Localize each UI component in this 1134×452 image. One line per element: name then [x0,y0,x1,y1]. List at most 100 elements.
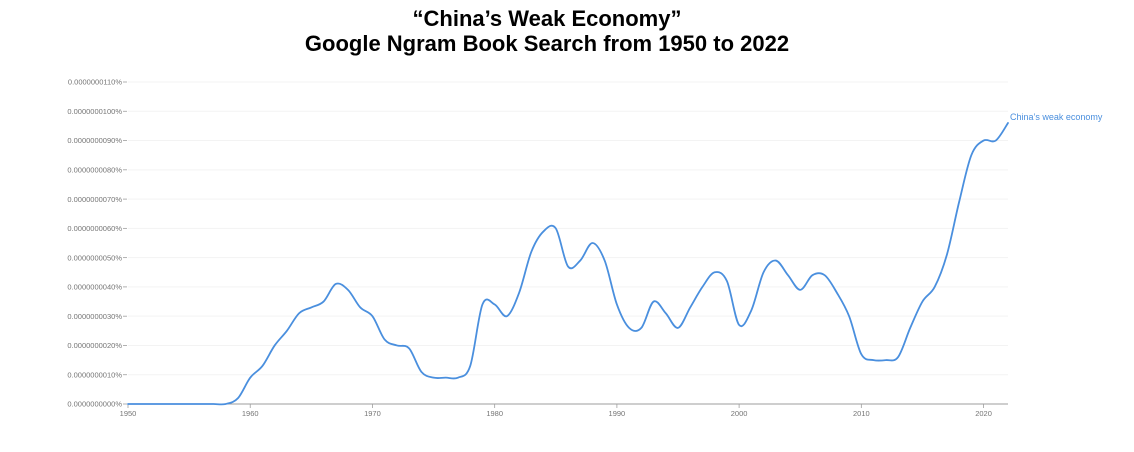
x-tick-label: 1970 [364,409,381,418]
data-point[interactable] [162,401,168,407]
data-point[interactable] [149,401,155,407]
data-point[interactable] [981,138,987,144]
data-point[interactable] [919,299,925,305]
data-point[interactable] [443,375,449,381]
x-tick-label: 1960 [242,409,259,418]
y-tick-label: 0.0000000100% [67,107,122,116]
x-tick-label: 1980 [486,409,503,418]
data-point[interactable] [528,249,534,255]
data-point[interactable] [333,281,339,287]
data-point[interactable] [883,357,889,363]
data-point[interactable] [822,272,828,278]
data-point[interactable] [687,304,693,310]
data-point[interactable] [467,363,473,369]
y-tick-label: 0.0000000050% [67,253,122,262]
data-point[interactable] [369,313,375,319]
series-layer: China’s weak economy [125,112,1103,407]
data-point[interactable] [259,363,265,369]
data-point[interactable] [137,401,143,407]
data-point[interactable] [479,301,485,307]
y-tick-label: 0.0000000010% [67,370,122,379]
data-point[interactable] [602,258,608,264]
data-point[interactable] [809,272,815,278]
data-point[interactable] [968,152,974,158]
y-tick-label: 0.0000000030% [67,312,122,321]
data-point[interactable] [956,199,962,205]
data-point[interactable] [198,401,204,407]
data-point[interactable] [296,310,302,316]
data-point[interactable] [748,307,754,313]
y-tick-label: 0.0000000070% [67,195,122,204]
data-point[interactable] [638,325,644,331]
data-point[interactable] [736,322,742,328]
data-point[interactable] [614,301,620,307]
data-point[interactable] [211,401,217,407]
data-point[interactable] [541,228,547,234]
data-point[interactable] [455,375,461,381]
axis-layer: 0.0000000000% 0.0000000010% 0.0000000020% 0… [67,78,1008,418]
data-point[interactable] [394,342,400,348]
y-tick-label: 0.0000000000% [67,400,122,409]
series-line[interactable] [127,122,1009,406]
data-point[interactable] [565,263,571,269]
data-point[interactable] [516,290,522,296]
chart-title-block: “China’s Weak Economy” Google Ngram Book… [0,6,1094,56]
y-tick-label: 0.0000000040% [67,283,122,292]
data-point[interactable] [785,272,791,278]
data-point[interactable] [308,304,314,310]
data-point[interactable] [761,269,767,275]
y-tick-label: 0.0000000110% [68,78,122,87]
x-tick-label: 2000 [731,409,748,418]
y-tick-label: 0.0000000090% [67,136,122,145]
data-point[interactable] [858,351,864,357]
x-tick-label: 1950 [120,409,137,418]
x-tick-label: 2010 [853,409,870,418]
data-point[interactable] [492,301,498,307]
data-point[interactable] [504,313,510,319]
data-point[interactable] [797,287,803,293]
x-tick-label: 2020 [975,409,992,418]
data-point[interactable] [675,325,681,331]
data-point[interactable] [773,258,779,264]
chart-subtitle: Google Ngram Book Search from 1950 to 20… [304,31,790,56]
data-point[interactable] [944,252,950,258]
data-point[interactable] [577,258,583,264]
y-tick-label: 0.0000000060% [67,224,122,233]
data-point[interactable] [431,375,437,381]
data-point[interactable] [626,325,632,331]
y-tick-label: 0.0000000020% [67,341,122,350]
x-tick-label: 1990 [609,409,626,418]
data-point[interactable] [724,278,730,284]
data-point[interactable] [846,313,852,319]
data-point[interactable] [907,325,913,331]
data-point[interactable] [651,299,657,305]
data-point[interactable] [345,287,351,293]
data-point[interactable] [418,369,424,375]
data-point[interactable] [321,299,327,305]
data-point[interactable] [235,395,241,401]
data-point[interactable] [663,310,669,316]
data-point[interactable] [553,225,559,231]
data-point[interactable] [699,284,705,290]
data-point[interactable] [589,240,595,246]
data-point[interactable] [834,290,840,296]
data-point[interactable] [174,401,180,407]
grid-layer [128,81,1008,405]
data-point[interactable] [357,304,363,310]
data-point[interactable] [223,401,229,407]
data-point[interactable] [247,375,253,381]
data-point[interactable] [406,345,412,351]
data-point[interactable] [382,337,388,343]
data-point[interactable] [186,401,192,407]
data-point[interactable] [932,284,938,290]
data-point[interactable] [125,401,131,407]
data-point[interactable] [712,269,718,275]
data-point[interactable] [871,357,877,363]
data-point[interactable] [895,354,901,360]
data-point[interactable] [284,328,290,334]
data-point[interactable] [272,342,278,348]
series-label: China’s weak economy [1010,112,1103,122]
data-point[interactable] [993,138,999,144]
chart-title: “China’s Weak Economy” [412,6,682,31]
